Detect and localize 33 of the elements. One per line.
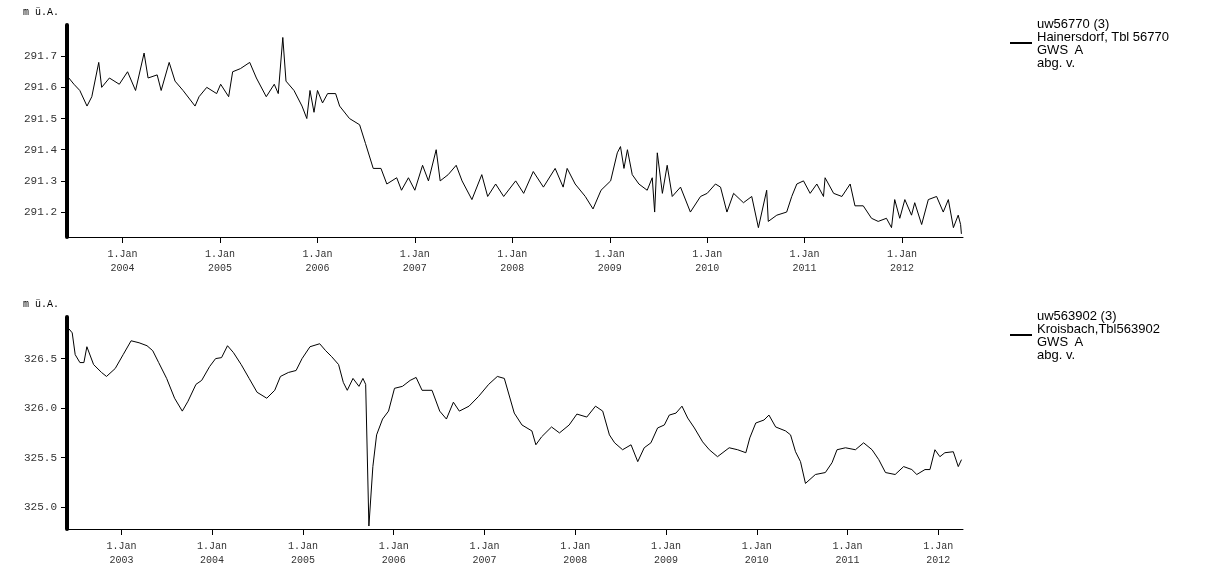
x-tick-label: 1.Jan 2009 — [651, 540, 682, 566]
y-tick-label: 325.5 — [23, 451, 57, 464]
x-tick-label: 1.Jan 2012 — [886, 248, 917, 274]
x-tick-label: 1.Jan 2005 — [288, 540, 319, 566]
y-tick-label: 291.7 — [23, 50, 57, 63]
y-axis-title: m ü.A. — [22, 6, 59, 18]
x-tick-label: 1.Jan 2008 — [560, 540, 591, 566]
y-tick-label: 291.6 — [23, 81, 57, 94]
y-tick-label: 291.4 — [23, 143, 58, 156]
y-tick-label: 326.0 — [23, 402, 57, 415]
x-tick-label: 1.Jan 2004 — [107, 248, 138, 274]
x-tick-label: 1.Jan 2011 — [789, 248, 820, 274]
x-tick-label: 1.Jan 2010 — [741, 540, 772, 566]
x-tick-label: 1.Jan 2008 — [497, 248, 528, 274]
y-tick-label: 326.5 — [23, 352, 57, 365]
x-tick-label: 1.Jan 2009 — [594, 248, 625, 274]
y-tick-label: 291.3 — [23, 174, 57, 187]
y-tick-label: 291.5 — [23, 112, 57, 125]
x-tick-label: 1.Jan 2005 — [205, 248, 236, 274]
x-tick-label: 1.Jan 2007 — [399, 248, 430, 274]
x-tick-label: 1.Jan 2011 — [832, 540, 863, 566]
x-tick-label: 1.Jan 2007 — [469, 540, 500, 566]
y-tick-label: 291.2 — [23, 206, 57, 219]
x-tick-label: 1.Jan 2012 — [923, 540, 954, 566]
x-tick-label: 1.Jan 2006 — [302, 248, 333, 274]
legend-label: uw56770 (3) Hainersdorf, Tbl 56770 GWS A abg. v. — [1037, 16, 1170, 70]
y-tick-label: 325.0 — [23, 501, 57, 514]
y-axis-title: m ü.A. — [22, 298, 59, 310]
legend-label: uw563902 (3) Kroisbach,Tbl563902 GWS A abg. v. — [1037, 308, 1160, 362]
x-tick-label: 1.Jan 2004 — [197, 540, 228, 566]
x-tick-label: 1.Jan 2010 — [692, 248, 723, 274]
x-tick-label: 1.Jan 2006 — [378, 540, 409, 566]
x-tick-label: 1.Jan 2003 — [106, 540, 137, 566]
